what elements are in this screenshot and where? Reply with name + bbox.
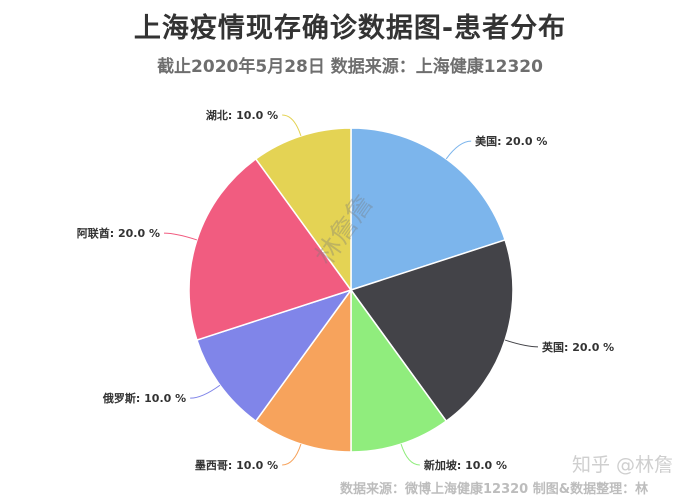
pie-slice-4[interactable]: [195, 288, 353, 423]
pie-label-1: 英国: 20.0 %: [541, 340, 614, 354]
pie-label-5: 阿联酋: 20.0 %: [77, 226, 160, 240]
watermark-zhihu: 知乎 @林詹: [572, 454, 674, 476]
pie-connector-5: [164, 232, 198, 241]
chart-subtitle: 截止2020年5月28日 数据来源：上海健康12320: [157, 57, 543, 77]
pie-slices: [188, 127, 514, 453]
pie-labels: 美国: 20.0 % 英国: 20.0 % 新加坡: 10.0 % 墨西哥: 10.0…: [77, 108, 614, 472]
pie-label-0: 美国: 20.0 %: [475, 134, 547, 148]
pie-slice-1[interactable]: [349, 238, 514, 423]
pie-connector-2: [400, 443, 420, 466]
pie-label-6: 湖北: 10.0 %: [206, 108, 278, 122]
footer-source-text: 数据来源：微博上海健康12320 制图&数据整理：林: [340, 482, 649, 497]
pie-label-4: 俄罗斯: 10.0 %: [102, 391, 186, 405]
pie-connector-6: [282, 114, 302, 137]
pie-label-3: 墨西哥: 10.0 %: [195, 459, 278, 472]
pie-label-2: 新加坡: 10.0 %: [424, 458, 507, 472]
pie-connector-1: [504, 339, 538, 348]
chart-title: 上海疫情现存确诊数据图-患者分布: [133, 13, 567, 44]
pie-connector-4: [190, 384, 221, 399]
pie-slice-0[interactable]: [350, 127, 507, 292]
pie-connector-0: [445, 140, 472, 160]
pie-connector-3: [282, 443, 302, 466]
